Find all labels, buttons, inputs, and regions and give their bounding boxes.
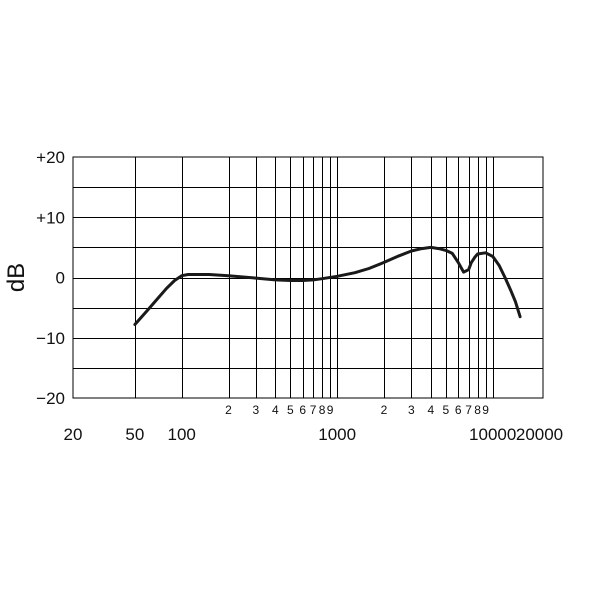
x-minor-tick-label: 2 — [225, 403, 232, 417]
x-major-tick-label: 50 — [125, 425, 144, 444]
x-minor-tick-label: 8 — [474, 403, 481, 417]
x-major-tick-label: 1000 — [318, 425, 356, 444]
x-minor-tick-label: 5 — [287, 403, 294, 417]
response-curve-layer — [133, 245, 522, 326]
y-tick-label: −10 — [36, 329, 65, 348]
x-major-tick-label: 100 — [168, 425, 196, 444]
x-minor-tick-label: 9 — [327, 403, 334, 417]
y-axis-label: dB — [3, 263, 30, 292]
x-major-tick-label: 20 — [64, 425, 83, 444]
y-tick-label: +10 — [36, 208, 65, 227]
x-minor-tick-label: 7 — [465, 403, 472, 417]
x-minor-tick-label: 3 — [408, 403, 415, 417]
x-minor-tick-label: 9 — [482, 403, 489, 417]
x-minor-tick-label: 7 — [310, 403, 317, 417]
response-curve — [133, 245, 522, 326]
x-major-tick-label: 10000 — [469, 425, 516, 444]
x-minor-tick-label: 5 — [443, 403, 450, 417]
x-minor-tick-label: 4 — [427, 403, 434, 417]
y-tick-label: 0 — [56, 269, 65, 288]
x-minor-tick-label: 6 — [455, 403, 462, 417]
plot-frame — [72, 156, 544, 399]
x-major-tick-labels: 20 50 100 1000 10000 20000 — [64, 425, 564, 444]
y-tick-label: +20 — [36, 148, 65, 167]
y-tick-label: −20 — [36, 389, 65, 408]
x-minor-tick-label: 2 — [381, 403, 388, 417]
x-minor-tick-label: 3 — [253, 403, 260, 417]
x-minor-tick-label: 8 — [319, 403, 326, 417]
x-major-tick-label: 20000 — [516, 425, 563, 444]
y-tick-labels: +20 +10 0 −10 −20 — [36, 148, 65, 408]
x-minor-tick-label: 4 — [272, 403, 279, 417]
x-gridlines — [135, 157, 494, 398]
y-gridlines — [73, 187, 543, 369]
x-minor-tick-label: 6 — [299, 403, 306, 417]
